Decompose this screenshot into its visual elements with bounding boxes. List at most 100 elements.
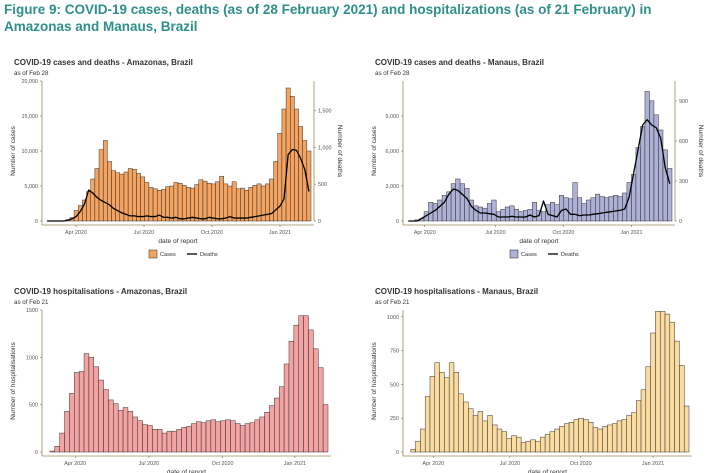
bar — [231, 181, 237, 222]
bar — [464, 188, 470, 222]
bar — [429, 376, 436, 453]
chart-subtitle: as of Feb 28 — [14, 70, 49, 77]
chart-cases-deaths-manaus: COVID-19 cases and deaths - Manaus, Braz… — [365, 57, 710, 272]
bar — [640, 126, 646, 222]
bar — [612, 423, 618, 453]
bar — [248, 187, 254, 222]
x-tick-label: Oct 2020 — [553, 230, 575, 236]
bar — [530, 439, 536, 453]
bar — [113, 403, 119, 453]
bar — [200, 422, 207, 453]
bar — [252, 185, 258, 222]
bar — [636, 400, 642, 453]
bar — [568, 198, 574, 222]
bar — [453, 371, 459, 453]
bar — [140, 176, 145, 222]
bar — [215, 421, 221, 453]
y-tick-label: 20,000 — [22, 79, 39, 85]
chart-subtitle: as of Feb 28 — [375, 70, 410, 77]
x-axis-label: date of report — [158, 238, 197, 245]
chart-svg: COVID-19 hospitalisations - Amazonas, Br… — [10, 287, 331, 473]
bar — [219, 175, 224, 222]
bar — [249, 422, 256, 453]
bar — [549, 431, 555, 453]
bar — [94, 168, 100, 222]
bar — [613, 195, 619, 222]
y-axis-label: Number of cases — [371, 125, 378, 176]
bar — [235, 423, 241, 453]
bar — [293, 324, 299, 453]
bar — [259, 416, 265, 453]
bar — [281, 108, 287, 222]
bar — [540, 436, 546, 453]
x-tick-label: Oct 2020 — [201, 230, 223, 236]
bar — [595, 193, 601, 222]
bar — [303, 315, 309, 453]
x-tick-label: Apr 2020 — [64, 461, 86, 467]
bar — [88, 357, 95, 453]
chart-svg: COVID-19 hospitalisations - Manaus, Braz… — [371, 287, 692, 473]
bar — [477, 411, 483, 453]
bar — [486, 203, 492, 222]
bar — [590, 197, 596, 222]
legend-label-deaths: Deaths — [561, 252, 579, 258]
bar — [161, 432, 168, 453]
chart-hospitalisations-manaus: COVID-19 hospitalisations - Manaus, Braz… — [365, 286, 710, 473]
bar — [223, 183, 229, 222]
bar — [49, 450, 55, 453]
bar — [196, 421, 202, 453]
bar — [437, 199, 443, 222]
y2-tick-label: 1,000 — [318, 145, 332, 151]
chart-subtitle: as of Feb 21 — [14, 299, 49, 306]
y-tick-label: 500 — [390, 382, 399, 388]
bar — [650, 332, 656, 453]
bar — [302, 140, 308, 222]
legend-swatch-cases — [509, 249, 519, 259]
bar — [102, 140, 108, 222]
y-axis-label: Number of hospitalisations — [10, 341, 17, 419]
bar — [308, 329, 314, 453]
bar — [683, 405, 690, 453]
bar — [244, 423, 251, 453]
x-tick-label: Oct 2020 — [212, 461, 234, 467]
bar — [108, 399, 114, 453]
bar — [621, 419, 627, 453]
bar — [115, 172, 121, 222]
bar — [225, 419, 231, 453]
bar — [468, 408, 474, 453]
bar — [504, 206, 510, 222]
bar — [220, 420, 226, 453]
bar — [592, 427, 599, 453]
bar — [156, 429, 163, 453]
bar — [194, 184, 200, 222]
bar — [472, 415, 479, 453]
bar — [269, 405, 275, 453]
bar — [518, 211, 524, 222]
bar — [458, 393, 464, 453]
bar — [136, 173, 141, 222]
bar — [137, 420, 143, 453]
bar — [410, 449, 416, 453]
chart-hospitalisations-amazonas: COVID-19 hospitalisations - Amazonas, Br… — [4, 286, 349, 473]
y-axis-label: Number of hospitalisations — [371, 341, 378, 419]
bar — [520, 442, 527, 453]
bar — [74, 372, 80, 453]
bar — [132, 168, 137, 222]
bar — [313, 348, 319, 453]
bar — [541, 211, 546, 222]
bar — [509, 205, 515, 222]
bar — [588, 422, 594, 453]
bar — [554, 204, 560, 222]
bar — [230, 420, 236, 453]
bar — [98, 379, 104, 453]
bar — [78, 371, 85, 453]
x-tick-label: Jan 2021 — [642, 461, 664, 467]
bar — [631, 412, 637, 453]
bar — [664, 313, 671, 453]
bar — [211, 183, 216, 222]
bar — [617, 196, 623, 222]
bar — [482, 420, 488, 453]
bar — [254, 419, 260, 453]
bar — [166, 430, 173, 453]
bar — [564, 423, 570, 453]
